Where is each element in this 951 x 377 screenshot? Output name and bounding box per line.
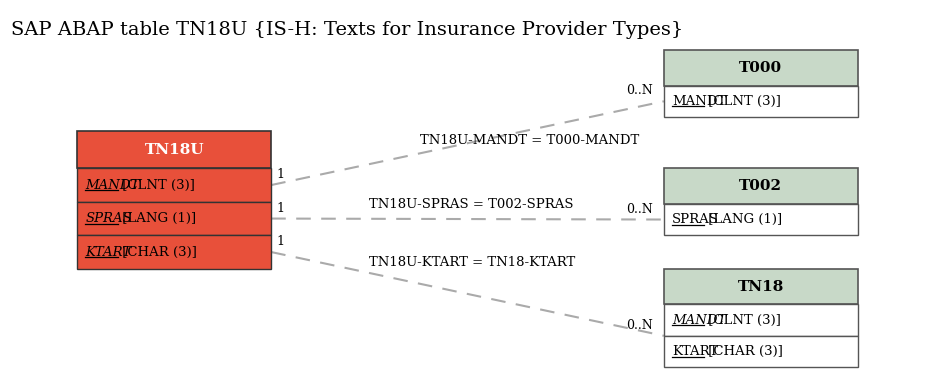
- Text: MANDT: MANDT: [671, 95, 727, 108]
- Text: KTART: KTART: [86, 245, 131, 259]
- Bar: [664, 304, 858, 336]
- Text: SPRAS: SPRAS: [86, 212, 132, 225]
- Text: [CLNT (3)]: [CLNT (3)]: [118, 179, 194, 192]
- Text: [LANG (1)]: [LANG (1)]: [704, 213, 783, 226]
- Bar: [77, 235, 271, 269]
- Text: [CHAR (3)]: [CHAR (3)]: [118, 245, 197, 259]
- Bar: [664, 336, 858, 367]
- Text: TN18U: TN18U: [145, 143, 204, 156]
- Text: [CLNT (3)]: [CLNT (3)]: [704, 314, 781, 326]
- Bar: [664, 86, 858, 117]
- Bar: [664, 168, 858, 204]
- Text: TN18U-SPRAS = T002-SPRAS: TN18U-SPRAS = T002-SPRAS: [369, 198, 573, 211]
- Bar: [664, 204, 858, 235]
- Text: 1: 1: [276, 168, 284, 181]
- Text: 0..N: 0..N: [626, 202, 653, 216]
- Text: TN18U-MANDT = T000-MANDT: TN18U-MANDT = T000-MANDT: [420, 134, 640, 147]
- Bar: [77, 168, 271, 202]
- Text: 0..N: 0..N: [626, 84, 653, 97]
- Text: T002: T002: [739, 179, 783, 193]
- Text: [CLNT (3)]: [CLNT (3)]: [704, 95, 781, 108]
- Text: 1: 1: [276, 235, 284, 248]
- Text: T000: T000: [739, 61, 783, 75]
- Bar: [664, 50, 858, 86]
- Text: TN18U-KTART = TN18-KTART: TN18U-KTART = TN18-KTART: [369, 256, 575, 269]
- Bar: [77, 202, 271, 235]
- Bar: [77, 131, 271, 168]
- Text: MANDT: MANDT: [86, 179, 140, 192]
- Bar: [664, 269, 858, 304]
- Text: MANDT: MANDT: [671, 314, 727, 326]
- Text: SAP ABAP table TN18U {IS-H: Texts for Insurance Provider Types}: SAP ABAP table TN18U {IS-H: Texts for In…: [10, 20, 683, 38]
- Text: KTART: KTART: [671, 345, 718, 358]
- Text: [CHAR (3)]: [CHAR (3)]: [704, 345, 783, 358]
- Text: TN18: TN18: [738, 279, 784, 294]
- Text: SPRAS: SPRAS: [671, 213, 719, 226]
- Text: [LANG (1)]: [LANG (1)]: [118, 212, 196, 225]
- Text: 0..N: 0..N: [626, 319, 653, 332]
- Text: 1: 1: [276, 202, 284, 215]
